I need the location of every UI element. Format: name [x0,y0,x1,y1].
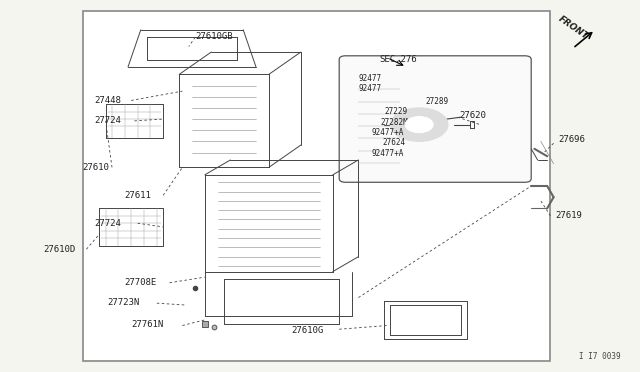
Circle shape [405,116,433,133]
Text: 27696: 27696 [559,135,586,144]
Text: 27724: 27724 [95,219,122,228]
Text: 27282M: 27282M [380,118,408,126]
FancyBboxPatch shape [339,56,531,182]
Text: 27761N: 27761N [131,320,163,329]
Text: 27708E: 27708E [125,278,157,287]
Text: 27610G: 27610G [291,326,323,335]
Text: 27624: 27624 [383,138,406,147]
Text: 27610D: 27610D [44,245,76,254]
Text: 27610GB: 27610GB [195,32,233,41]
Text: 92477: 92477 [358,74,381,83]
Text: FRONT: FRONT [556,14,589,41]
Text: 27723N: 27723N [108,298,140,307]
Text: 27611: 27611 [125,191,152,200]
Text: 92477: 92477 [358,84,381,93]
Text: SEC.276: SEC.276 [379,55,417,64]
Circle shape [390,108,448,141]
Text: 27610: 27610 [82,163,109,172]
Text: 27229: 27229 [384,107,407,116]
Bar [83,11,550,361]
Text: 27448: 27448 [95,96,122,105]
Text: I I7 0039: I I7 0039 [579,352,621,361]
Text: 92477+A: 92477+A [371,128,404,137]
Text: 27724: 27724 [95,116,122,125]
Text: 92477+A: 92477+A [371,149,404,158]
Text: 27289: 27289 [426,97,449,106]
Text: 27620: 27620 [460,111,486,120]
Text: 27619: 27619 [556,211,582,220]
